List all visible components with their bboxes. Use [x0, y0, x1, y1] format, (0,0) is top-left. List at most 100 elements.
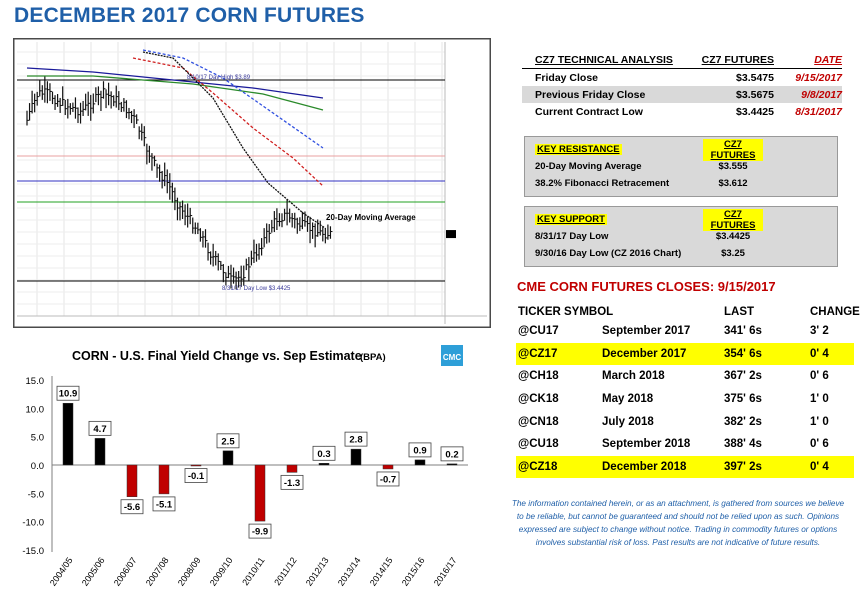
key-support-box: KEY SUPPORT CZ7 FUTURES 8/31/17 Day Low … — [524, 206, 838, 267]
x-tick-label: 2016/17 — [432, 555, 459, 587]
high-annotation: 8/10/17 Day High $3.89 — [187, 75, 251, 81]
moving-average-line — [142, 51, 326, 229]
data-label-box — [152, 496, 176, 512]
data-label-box — [440, 446, 464, 462]
closes-header: TICKER SYMBOL LAST CHANGE — [516, 304, 860, 320]
technical-header-label: CZ7 TECHNICAL ANALYSIS — [535, 54, 673, 66]
ticker: @CU17 — [518, 325, 559, 338]
technical-date: 9/8/2017 — [801, 88, 842, 101]
y-tick-label: 5.0 — [31, 433, 44, 444]
last-price-marker — [446, 230, 456, 239]
ticker: @CH18 — [518, 370, 559, 383]
yield-bar — [350, 448, 362, 466]
data-label: 2.8 — [349, 435, 362, 446]
resistance-label: 20-Day Moving Average — [535, 161, 642, 172]
technical-row: Friday Close $3.5475 9/15/2017 — [522, 69, 842, 86]
price-change: 0' 6 — [810, 370, 829, 383]
data-label-box — [248, 523, 272, 539]
resistance-header-label: KEY RESISTANCE — [535, 144, 622, 155]
technical-label: Current Contract Low — [535, 105, 643, 118]
closes-title: CME CORN FUTURES CLOSES: 9/15/2017 — [517, 279, 776, 294]
x-tick-label: 2012/13 — [304, 555, 331, 587]
yield-bar — [414, 459, 426, 466]
contract-month: March 2018 — [602, 370, 665, 383]
ticker: @CN18 — [518, 415, 559, 428]
contract-month: July 2018 — [602, 415, 654, 428]
x-tick-label: 2015/16 — [400, 555, 427, 587]
yield-bar — [254, 464, 266, 522]
last-price: 397' 2s — [724, 460, 762, 473]
closes-row: @CZ17 December 2017 354' 6s 0' 4 — [516, 342, 854, 366]
last-price: 382' 2s — [724, 415, 762, 428]
closes-row: @CN18 July 2018 382' 2s 1' 0 — [516, 410, 854, 433]
moving-average-line — [142, 49, 324, 149]
data-label-box — [88, 420, 112, 436]
resistance-row: 20-Day Moving Average $3.555 — [525, 158, 837, 175]
closes-row: @CH18 March 2018 367' 2s 0' 6 — [516, 365, 854, 388]
yield-bar — [382, 464, 394, 470]
closes-row: @CU18 September 2018 388' 4s 0' 6 — [516, 433, 854, 456]
contract-month: September 2017 — [602, 325, 691, 338]
resistance-header-futures: CZ7 FUTURES — [703, 138, 763, 161]
data-label-box — [216, 433, 240, 449]
ticker: @CZ17 — [518, 347, 558, 360]
data-label: -1.3 — [284, 478, 300, 489]
yield-bar — [286, 464, 298, 473]
support-value: $3.25 — [721, 248, 745, 259]
support-header: KEY SUPPORT CZ7 FUTURES — [525, 208, 837, 231]
x-tick-label: 2010/11 — [240, 555, 266, 587]
x-tick-label: 2014/15 — [368, 555, 395, 587]
x-tick-label: 2011/12 — [272, 555, 298, 587]
last-price: 388' 4s — [724, 438, 762, 451]
technical-row: Previous Friday Close $3.5675 9/8/2017 — [522, 86, 842, 103]
x-tick-label: 2009/10 — [208, 555, 235, 587]
yield-bar — [190, 464, 202, 467]
contract-month: May 2018 — [602, 393, 654, 406]
data-label-box — [376, 471, 400, 487]
data-label-box — [344, 431, 368, 447]
yield-bar — [126, 464, 138, 497]
y-tick-label: 0.0 — [31, 461, 44, 472]
price-change: 0' 4 — [810, 460, 829, 473]
resistance-value: $3.612 — [718, 178, 748, 189]
last-price: 354' 6s — [724, 347, 762, 360]
technical-date: 8/31/2017 — [795, 105, 842, 118]
yield-bar — [318, 463, 330, 466]
yield-bar — [62, 402, 74, 466]
last-price: 375' 6s — [724, 393, 762, 406]
yield-chart-title: CORN - U.S. Final Yield Change vs. Sep E… — [72, 349, 362, 363]
technical-label: Friday Close — [535, 71, 599, 84]
data-label: -0.1 — [188, 471, 205, 482]
technical-row: Current Contract Low $3.4425 8/31/2017 — [522, 103, 842, 120]
resistance-row: 38.2% Fibonacci Retracement $3.612 — [525, 175, 837, 192]
data-label: 0.2 — [445, 449, 458, 460]
resistance-value: $3.555 — [718, 161, 748, 172]
data-label: -9.9 — [252, 527, 268, 538]
yield-bar — [94, 438, 106, 466]
support-header-label: KEY SUPPORT — [535, 214, 607, 225]
data-label: -0.7 — [380, 474, 396, 485]
low-annotation: 8/31/17 Day Low $3.4425 — [222, 286, 291, 292]
support-value: $3.4425 — [715, 231, 751, 242]
price-change: 3' 2 — [810, 325, 829, 338]
y-tick-label: -10.0 — [22, 518, 44, 529]
technical-value: $3.5475 — [736, 71, 774, 84]
yield-chart: CORN - U.S. Final Yield Change vs. Sep E… — [10, 338, 480, 604]
x-tick-label: 2005/06 — [80, 555, 107, 587]
page-title: DECEMBER 2017 CORN FUTURES — [14, 4, 365, 27]
yield-bar — [222, 450, 234, 466]
support-label: 8/31/17 Day Low — [535, 231, 609, 242]
resistance-label: 38.2% Fibonacci Retracement — [535, 178, 670, 189]
technical-value: $3.4425 — [736, 105, 774, 118]
data-label: 4.7 — [93, 424, 106, 435]
resistance-header: KEY RESISTANCE CZ7 FUTURES — [525, 138, 837, 161]
price-change: 1' 0 — [810, 393, 829, 406]
technical-header-date: DATE — [814, 54, 842, 66]
support-label: 9/30/16 Day Low (CZ 2016 Chart) — [535, 248, 682, 259]
closes-header-ticker: TICKER SYMBOL — [518, 306, 614, 318]
support-row: 8/31/17 Day Low $3.4425 — [525, 228, 837, 245]
technical-date: 9/15/2017 — [795, 71, 842, 84]
x-tick-label: 2007/08 — [144, 555, 171, 587]
yield-chart-unit: (BPA) — [360, 352, 386, 363]
closes-row: @CK18 May 2018 375' 6s 1' 0 — [516, 388, 854, 411]
